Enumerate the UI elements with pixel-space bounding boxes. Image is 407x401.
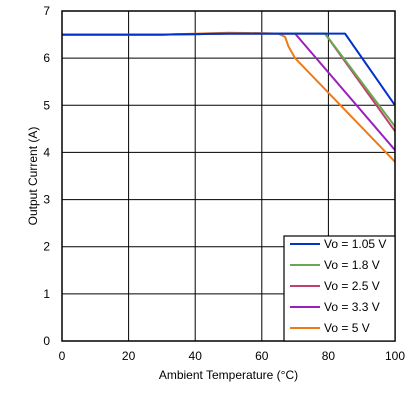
series-line bbox=[62, 32, 396, 151]
series-line bbox=[62, 31, 396, 163]
series-line bbox=[62, 32, 396, 132]
x-axis-label: Ambient Temperature (°C) bbox=[159, 368, 298, 382]
y-tick-label: 7 bbox=[43, 4, 50, 18]
y-axis-label: Output Current (A) bbox=[26, 127, 40, 226]
x-tick-label: 0 bbox=[59, 349, 66, 363]
x-tick-labels: 0 20 40 60 80 100 bbox=[59, 349, 406, 363]
y-tick-label: 6 bbox=[43, 51, 50, 65]
legend-label: Vo = 2.5 V bbox=[324, 279, 380, 293]
x-tick-label: 20 bbox=[122, 349, 136, 363]
x-tick-label: 60 bbox=[255, 349, 269, 363]
x-tick-label: 100 bbox=[385, 349, 405, 363]
series-lines bbox=[62, 31, 396, 163]
y-tick-label: 5 bbox=[43, 98, 50, 112]
legend-label: Vo = 1.8 V bbox=[324, 258, 380, 272]
y-tick-label: 1 bbox=[43, 287, 50, 301]
series-line bbox=[62, 32, 396, 128]
legend-box bbox=[283, 235, 396, 342]
legend-label: Vo = 1.05 V bbox=[324, 237, 386, 251]
series-line bbox=[62, 32, 396, 106]
plot-area bbox=[61, 10, 396, 342]
y-tick-label: 0 bbox=[43, 334, 50, 348]
y-tick-label: 4 bbox=[43, 145, 50, 159]
y-tick-labels: 0 1 2 3 4 5 6 7 bbox=[43, 4, 50, 348]
x-tick-label: 40 bbox=[189, 349, 203, 363]
x-tick-label: 80 bbox=[322, 349, 336, 363]
y-tick-label: 3 bbox=[43, 193, 50, 207]
legend: Vo = 1.05 V Vo = 1.8 V Vo = 2.5 V Vo = 3.3 … bbox=[283, 235, 396, 342]
legend-label: Vo = 5 V bbox=[324, 321, 370, 335]
y-tick-label: 2 bbox=[43, 240, 50, 254]
legend-label: Vo = 3.3 V bbox=[324, 300, 380, 314]
